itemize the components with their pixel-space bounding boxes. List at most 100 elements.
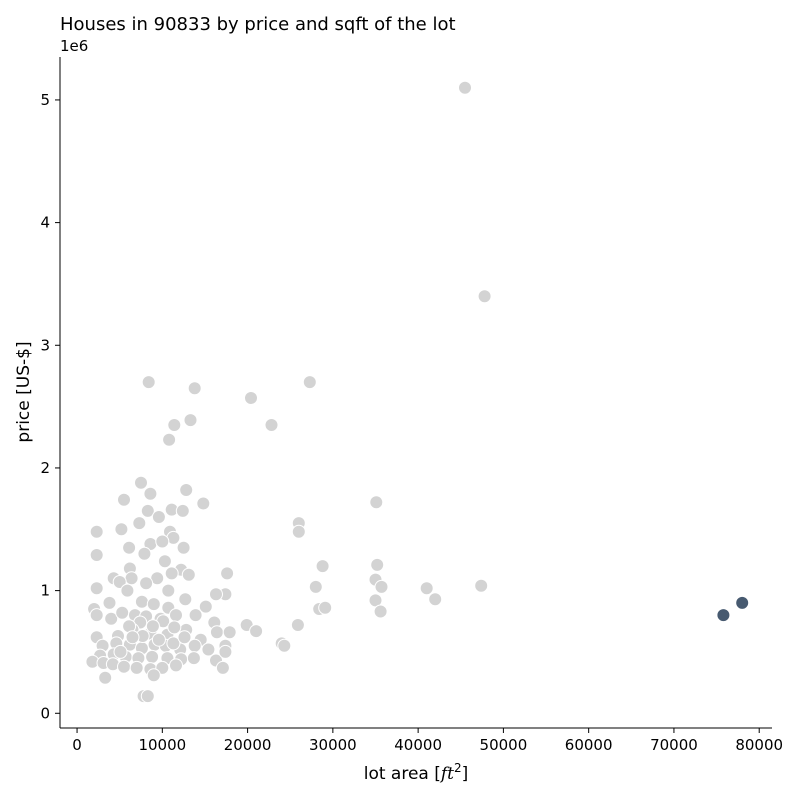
data-point (181, 567, 196, 582)
x-tick-label: 80000 (735, 736, 783, 754)
data-point (161, 583, 176, 598)
data-point (201, 642, 216, 657)
data-point (89, 581, 104, 596)
x-tick-label: 10000 (138, 736, 186, 754)
data-point (115, 605, 130, 620)
data-point (146, 668, 161, 683)
data-point (187, 381, 202, 396)
data-point (114, 522, 129, 537)
data-point (264, 418, 279, 432)
data-point (113, 644, 128, 659)
y-tick-label: 2 (40, 459, 50, 477)
x-tick-label: 0 (72, 736, 82, 754)
data-point (151, 632, 166, 647)
data-point (179, 483, 194, 497)
data-point (209, 625, 224, 640)
data-point (177, 630, 192, 645)
data-point (458, 80, 472, 95)
data-point (373, 604, 388, 619)
data-point (117, 492, 131, 507)
data-point (146, 597, 161, 612)
data-point (290, 618, 305, 632)
x-ticks: 0 10000 20000 30000 40000 50000 60000 70000 8000… (72, 728, 783, 754)
data-point (188, 608, 203, 623)
data-point (196, 496, 211, 511)
x-axis-label-superscript: 2 (454, 761, 462, 775)
data-point (137, 546, 152, 561)
data-point (176, 540, 191, 555)
data-point (374, 579, 389, 594)
chart-title: Houses in 90833 by price and sqft of the… (60, 14, 456, 35)
y-tick-label: 5 (40, 91, 50, 109)
data-point (277, 638, 292, 653)
data-point (132, 516, 147, 531)
data-point (140, 689, 155, 704)
data-point (370, 557, 385, 572)
data-point (315, 559, 330, 574)
data-point (178, 592, 193, 607)
data-point (169, 608, 183, 623)
data-point (143, 486, 158, 501)
data-point (209, 587, 223, 602)
data-point (220, 566, 235, 581)
x-axis-label-math: ft (439, 764, 454, 784)
data-point (167, 620, 182, 635)
data-point (244, 391, 258, 405)
data-point (117, 659, 131, 674)
data-point (104, 611, 119, 626)
x-tick-label: 70000 (650, 736, 698, 754)
data-point (89, 524, 104, 539)
data-point (98, 670, 113, 685)
x-axis-label-prefix: lot area [ (364, 764, 441, 784)
y-tick-label: 1 (40, 582, 50, 600)
x-tick-label: 60000 (565, 736, 613, 754)
data-point (318, 600, 333, 615)
x-axis-label: lot area [ft2] (364, 761, 469, 784)
data-point (249, 624, 264, 639)
data-point (124, 571, 139, 586)
data-point (151, 510, 166, 524)
data-point (102, 595, 117, 610)
data-point (218, 644, 233, 659)
data-point (120, 583, 135, 598)
data-point (474, 578, 489, 593)
y-axis-offset-label: 1e6 (60, 37, 88, 55)
y-tick-label: 0 (40, 704, 50, 722)
data-point (155, 534, 170, 549)
data-point (222, 625, 237, 640)
x-tick-label: 20000 (224, 736, 272, 754)
data-point (419, 581, 434, 596)
y-ticks: 0 1 2 3 4 5 (40, 91, 60, 722)
data-point (198, 599, 213, 614)
data-point (145, 649, 160, 664)
data-point (140, 503, 155, 518)
data-point (139, 576, 154, 591)
data-point (141, 375, 156, 390)
data-point (302, 375, 317, 390)
data-point (186, 651, 201, 666)
points-layer (85, 80, 750, 704)
data-point (122, 540, 137, 555)
data-point (169, 658, 183, 673)
x-axis-label-suffix: ] (462, 764, 469, 784)
x-tick-label: 40000 (394, 736, 442, 754)
y-tick-label: 4 (40, 214, 50, 232)
data-point (89, 608, 104, 623)
data-point (166, 636, 181, 651)
data-point (183, 413, 198, 428)
data-point (134, 475, 148, 490)
data-point (129, 660, 144, 675)
data-point (428, 592, 443, 607)
y-axis-label: price [US-$] (14, 341, 34, 442)
data-point (477, 289, 492, 304)
data-point (369, 495, 384, 510)
data-point (164, 566, 179, 581)
data-point (175, 503, 190, 518)
data-point (162, 432, 177, 447)
x-tick-label: 30000 (309, 736, 357, 754)
data-point (145, 619, 160, 634)
data-point (125, 630, 140, 645)
data-point (291, 524, 306, 539)
data-point (89, 548, 104, 562)
data-point (134, 594, 149, 609)
